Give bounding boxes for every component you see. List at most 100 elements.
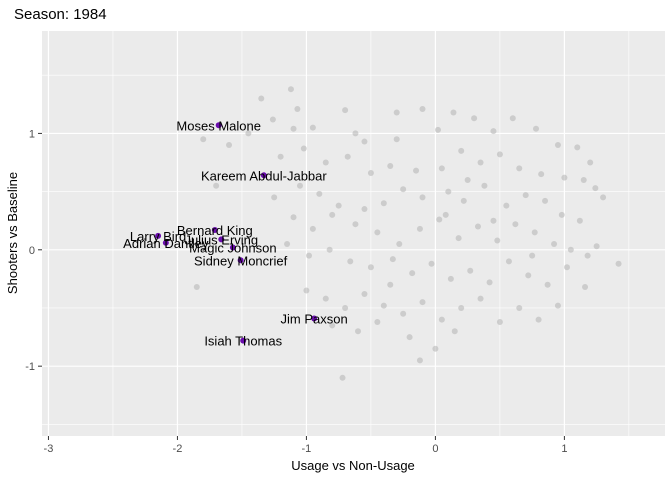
- y-axis-ticks: -1 0 1: [25, 128, 42, 373]
- background-point: [290, 214, 297, 221]
- background-point: [481, 182, 488, 189]
- background-point: [512, 221, 519, 228]
- highlighted-point: [240, 337, 247, 344]
- background-point: [329, 322, 336, 329]
- point-label: Magic Johnson: [189, 240, 276, 255]
- background-point: [522, 192, 529, 199]
- background-point: [436, 216, 443, 223]
- background-point: [567, 246, 574, 253]
- background-point: [303, 287, 310, 294]
- highlighted-point: [260, 172, 267, 179]
- background-point: [380, 200, 387, 207]
- highlighted-point: [215, 122, 222, 129]
- background-point: [464, 176, 471, 183]
- y-axis-title: Shooters vs Baseline: [5, 172, 20, 294]
- background-point: [409, 270, 416, 277]
- background-point: [455, 235, 462, 242]
- background-point: [542, 197, 549, 204]
- background-point: [374, 318, 381, 325]
- background-point: [361, 138, 368, 145]
- background-point: [531, 229, 538, 236]
- background-point: [322, 159, 329, 166]
- background-point: [544, 281, 551, 288]
- background-point: [339, 374, 346, 381]
- background-point: [419, 105, 426, 112]
- background-point: [416, 225, 423, 232]
- background-point: [245, 130, 252, 137]
- point-label: Julius Erving: [184, 232, 258, 247]
- highlighted-point: [311, 315, 318, 322]
- background-point: [355, 328, 362, 335]
- background-point: [413, 167, 420, 174]
- background-point: [615, 260, 622, 267]
- highlighted-point: [218, 236, 225, 243]
- background-point: [554, 142, 561, 149]
- background-point: [294, 105, 301, 112]
- point-label: Bernard King: [177, 223, 253, 238]
- background-point: [290, 125, 297, 132]
- background-point: [309, 225, 316, 232]
- background-point: [300, 145, 307, 152]
- background-point: [496, 318, 503, 325]
- y-tick-label: 0: [29, 245, 35, 257]
- background-point: [374, 229, 381, 236]
- background-point: [226, 142, 233, 149]
- background-point: [428, 260, 435, 267]
- background-point: [316, 190, 323, 197]
- background-point: [352, 130, 359, 137]
- background-point: [477, 295, 484, 302]
- background-point: [458, 304, 465, 311]
- background-point: [258, 95, 265, 102]
- background-point: [516, 304, 523, 311]
- highlighted-points: [155, 122, 318, 344]
- background-point: [576, 217, 583, 224]
- background-point: [438, 316, 445, 323]
- background-point: [287, 86, 294, 93]
- background-point: [580, 176, 587, 183]
- background-point: [438, 165, 445, 172]
- background-point: [352, 221, 359, 228]
- background-point: [200, 136, 207, 143]
- background-point: [535, 316, 542, 323]
- background-point: [213, 182, 220, 189]
- background-point: [486, 279, 493, 286]
- background-point: [400, 186, 407, 193]
- background-point: [477, 159, 484, 166]
- background-point: [393, 136, 400, 143]
- background-point: [442, 211, 449, 218]
- background-point: [389, 256, 396, 263]
- background-point: [474, 223, 481, 230]
- background-point: [592, 185, 599, 192]
- background-point: [329, 211, 336, 218]
- background-point: [271, 194, 278, 201]
- background-point: [387, 163, 394, 169]
- highlighted-point: [162, 239, 169, 246]
- background-point: [584, 252, 591, 259]
- background-point: [445, 188, 452, 195]
- background-point: [347, 258, 354, 265]
- background-point: [600, 194, 607, 201]
- point-label: Larry Bird: [130, 229, 186, 244]
- background-point: [296, 182, 303, 189]
- background-point: [460, 197, 467, 204]
- point-label: Kareem Abdul-Jabbar: [201, 168, 327, 183]
- background-point: [406, 334, 413, 341]
- background-point: [529, 252, 536, 259]
- background-point: [367, 169, 374, 176]
- plot-title: Season: 1984: [14, 6, 107, 23]
- highlighted-point: [155, 232, 162, 239]
- point-label: Moses Malone: [176, 118, 261, 133]
- background-point: [554, 302, 561, 309]
- x-axis-title: Usage vs Non-Usage: [291, 458, 415, 473]
- background-point: [503, 202, 510, 209]
- background-point: [335, 202, 342, 209]
- background-point: [538, 171, 545, 178]
- x-tick-label: 1: [561, 443, 567, 455]
- background-point: [451, 328, 458, 335]
- point-label: Adrian Dantley: [123, 236, 209, 251]
- background-point: [533, 125, 540, 132]
- highlighted-point: [237, 257, 244, 264]
- y-tick-label: -1: [25, 361, 35, 373]
- background-point: [471, 115, 478, 122]
- background-point: [458, 147, 465, 154]
